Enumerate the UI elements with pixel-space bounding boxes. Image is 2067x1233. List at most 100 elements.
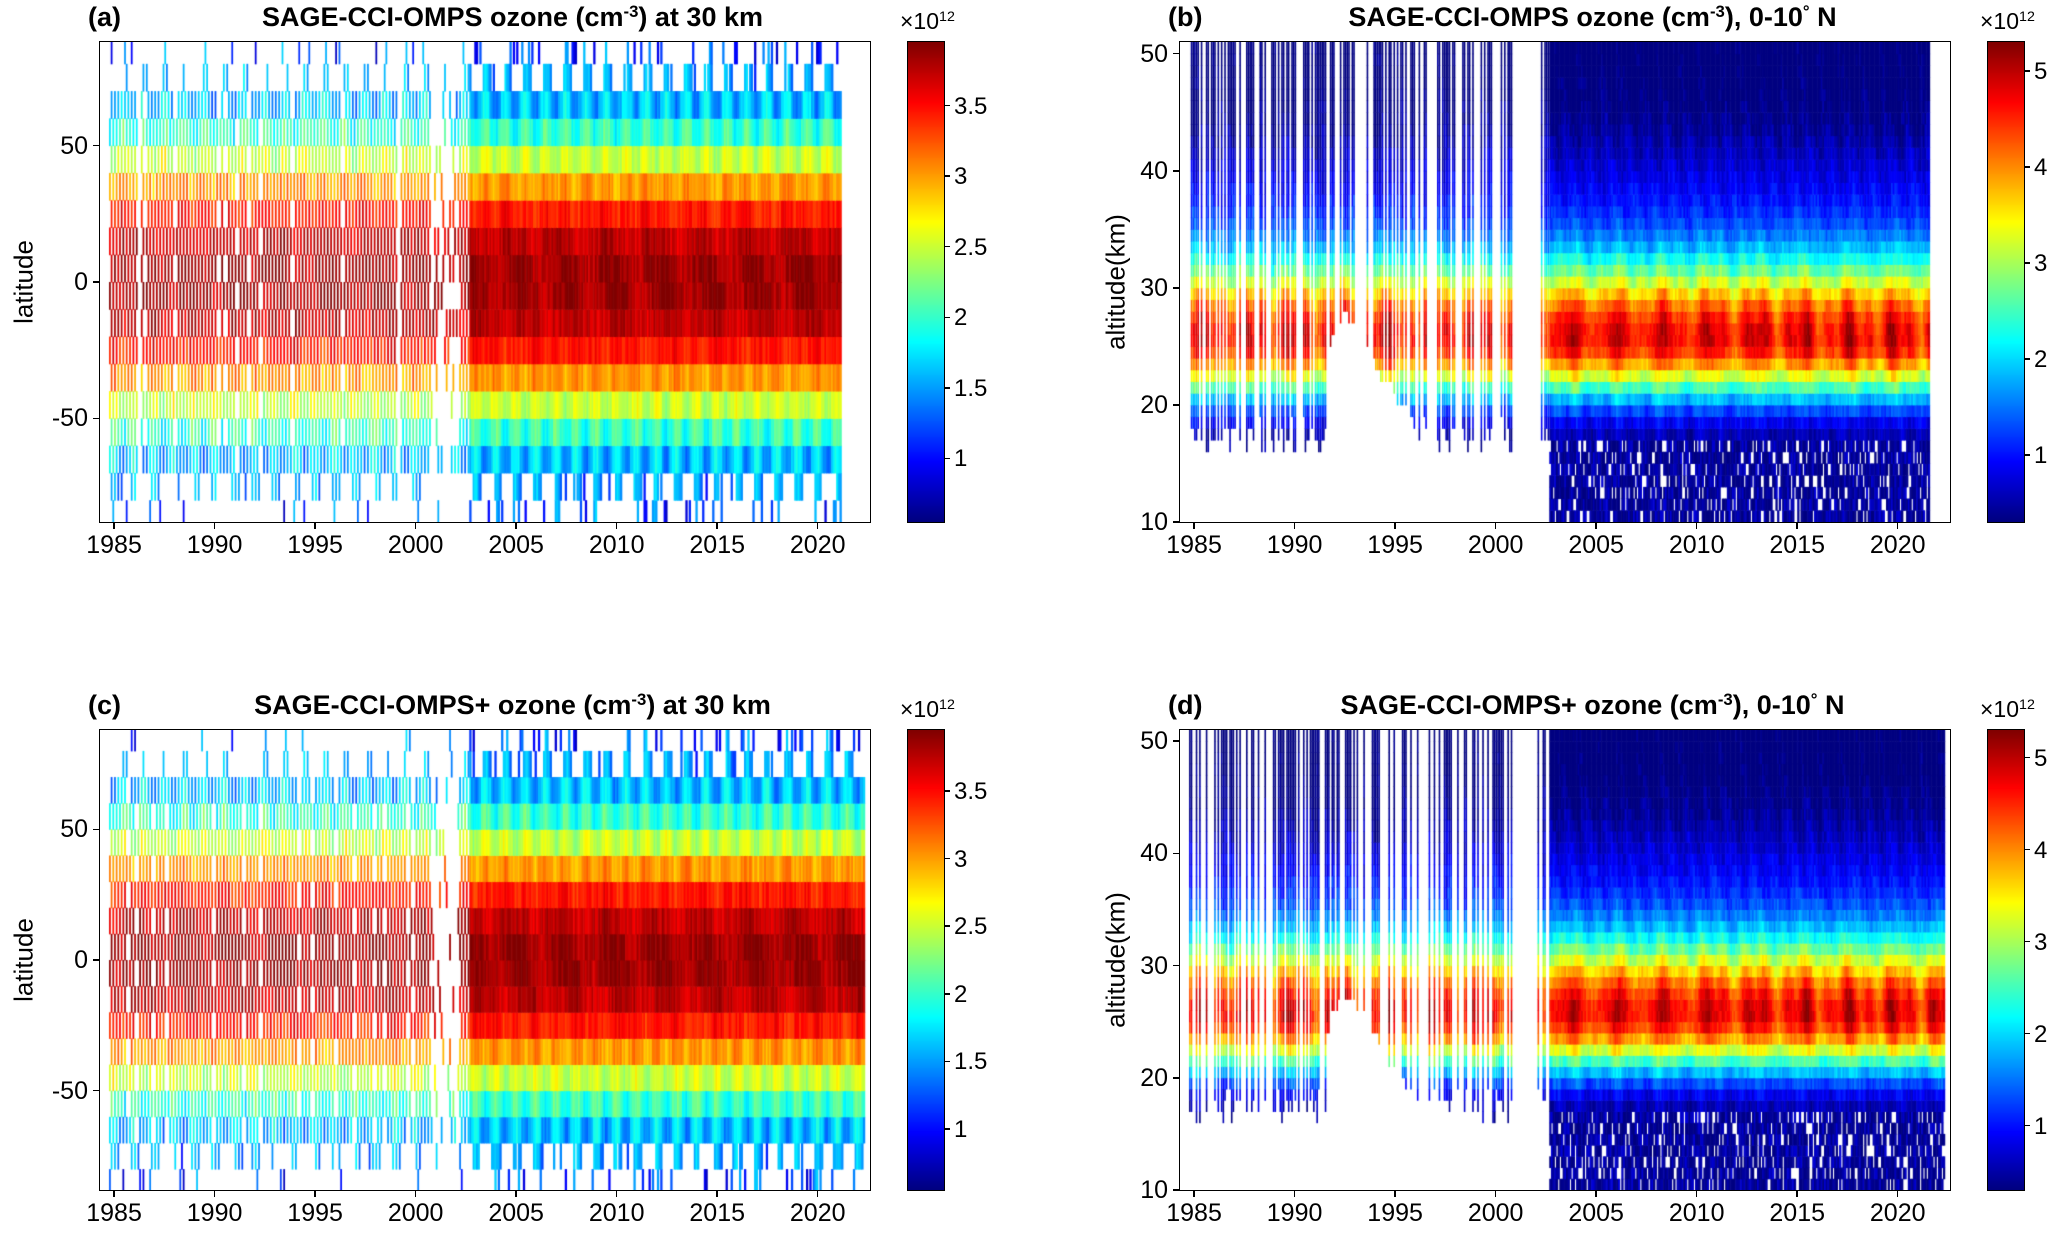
- colorbar-exponent: ×1012: [1980, 696, 2035, 723]
- colorbar-tick-mark: [944, 790, 950, 792]
- x-tick-label: 1990: [1266, 1199, 1323, 1227]
- title-text: SAGE-CCI-OMPS+ ozone (cm: [1340, 690, 1718, 720]
- title-text: ), 0-10: [1732, 690, 1811, 720]
- y-tick-label: 40: [1140, 156, 1168, 185]
- x-tick-label: 2015: [1769, 531, 1826, 559]
- colorbar-tick-mark: [2024, 454, 2030, 456]
- title-text: ×10: [900, 8, 940, 34]
- colorbar-tick-label: 1.5: [954, 374, 988, 402]
- y-tick-label: 10: [1140, 1176, 1168, 1204]
- colorbar-tick-label: 2: [2034, 1020, 2048, 1048]
- superscript-text: -3: [1717, 689, 1733, 709]
- x-tick-label: 1985: [86, 531, 142, 559]
- x-tick-label: 2020: [1869, 1199, 1926, 1227]
- heatmap-canvas: [1180, 42, 1950, 522]
- x-tick-mark: [113, 522, 115, 529]
- x-tick-label: 2000: [387, 1199, 444, 1227]
- x-tick-mark: [1695, 522, 1698, 529]
- x-tick-label: 1985: [1166, 531, 1222, 559]
- x-tick-label: 1995: [287, 531, 343, 559]
- heatmap-canvas: [100, 42, 870, 522]
- superscript-text: °: [1810, 689, 1818, 709]
- x-tick-mark: [1394, 1190, 1396, 1197]
- x-tick-mark: [314, 522, 316, 529]
- x-tick-label: 1985: [86, 1199, 142, 1227]
- colorbar-tick-mark: [944, 316, 950, 319]
- x-tick-label: 1995: [1367, 531, 1423, 559]
- x-tick-mark: [716, 1190, 718, 1197]
- title-text: ×10: [1980, 696, 2020, 722]
- x-tick-mark: [716, 522, 718, 529]
- colorbar-exponent: ×1012: [1980, 8, 2035, 35]
- y-tick-label: 20: [1140, 390, 1168, 419]
- x-tick-mark: [1796, 522, 1798, 529]
- y-tick-mark: [1173, 1077, 1180, 1079]
- superscript-text: -3: [631, 689, 647, 709]
- colorbar-tick-label: 3: [2034, 928, 2048, 956]
- colorbar-tick-label: 2: [954, 980, 968, 1008]
- x-tick-label: 2010: [1668, 531, 1725, 559]
- colorbar-tick-label: 1.5: [954, 1048, 988, 1076]
- y-tick-label: 50: [60, 815, 88, 844]
- colorbar-frame: [907, 41, 945, 523]
- colorbar-exponent: ×1012: [900, 696, 955, 723]
- colorbar-tick-label: 4: [2034, 153, 2048, 181]
- colorbar-tick-label: 1: [2034, 1112, 2048, 1140]
- y-tick-mark: [1173, 404, 1180, 406]
- colorbar-tick-label: 2: [954, 304, 968, 332]
- x-tick-mark: [213, 1190, 216, 1197]
- x-tick-label: 2000: [1467, 531, 1524, 559]
- colorbar-tick-mark: [2024, 358, 2030, 360]
- x-tick-mark: [1695, 1190, 1698, 1197]
- y-tick-mark: [1173, 740, 1180, 742]
- colorbar-tick-mark: [2024, 1124, 2030, 1127]
- colorbar-tick-mark: [944, 245, 950, 248]
- y-tick-label: 30: [1140, 273, 1168, 302]
- x-tick-label: 1990: [1266, 531, 1323, 559]
- colorbar-tick-label: 3.5: [954, 92, 988, 120]
- x-tick-mark: [213, 522, 216, 529]
- x-tick-mark: [615, 1190, 618, 1197]
- y-tick-label: 0: [74, 946, 88, 974]
- x-tick-label: 1990: [186, 531, 243, 559]
- colorbar-tick-mark: [2024, 262, 2030, 264]
- y-tick-label: 40: [1140, 839, 1168, 868]
- title-text: SAGE-CCI-OMPS ozone (cm: [262, 2, 624, 32]
- x-tick-label: 2015: [689, 531, 746, 559]
- x-tick-label: 2005: [1568, 1199, 1624, 1227]
- x-tick-mark: [1896, 1190, 1899, 1197]
- title-text: N: [1817, 690, 1845, 720]
- panel-title: SAGE-CCI-OMPS ozone (cm-3), 0-10° N: [1235, 2, 1950, 33]
- title-text: N: [1809, 2, 1837, 32]
- x-tick-mark: [314, 1190, 316, 1197]
- x-tick-mark: [1293, 522, 1296, 529]
- heatmap-canvas: [1180, 730, 1950, 1190]
- x-tick-label: 2010: [588, 531, 645, 559]
- y-tick-label: 30: [1140, 951, 1168, 980]
- panel-letter: (d): [1168, 690, 1203, 720]
- colorbar-tick-mark: [944, 857, 950, 860]
- colorbar-tick-mark: [944, 925, 950, 927]
- y-tick-mark: [1173, 170, 1180, 172]
- colorbar-tick-label: 2: [2034, 345, 2048, 373]
- x-tick-mark: [1394, 522, 1396, 529]
- y-tick-label: 50: [60, 131, 88, 160]
- x-tick-label: 2005: [488, 531, 544, 559]
- x-tick-label: 1985: [1166, 1199, 1222, 1227]
- colorbar-frame: [1987, 41, 2025, 523]
- colorbar-canvas: [1988, 730, 2024, 1190]
- colorbar-tick-mark: [2024, 166, 2030, 168]
- superscript-text: 12: [2019, 697, 2035, 714]
- y-tick-label: -50: [51, 404, 88, 433]
- colorbar-tick-mark: [2024, 940, 2030, 943]
- colorbar-tick-mark: [944, 457, 950, 460]
- y-tick-label: 50: [1140, 39, 1168, 68]
- colorbar-tick-label: 2.5: [954, 913, 988, 941]
- panel-title: SAGE-CCI-OMPS+ ozone (cm-3) at 30 km: [155, 690, 870, 721]
- colorbar-tick-label: 5: [2034, 57, 2048, 85]
- x-tick-mark: [113, 1190, 115, 1197]
- y-tick-label: 0: [74, 268, 88, 296]
- panel-title: SAGE-CCI-OMPS+ ozone (cm-3), 0-10° N: [1235, 690, 1950, 721]
- y-tick-label: 20: [1140, 1063, 1168, 1092]
